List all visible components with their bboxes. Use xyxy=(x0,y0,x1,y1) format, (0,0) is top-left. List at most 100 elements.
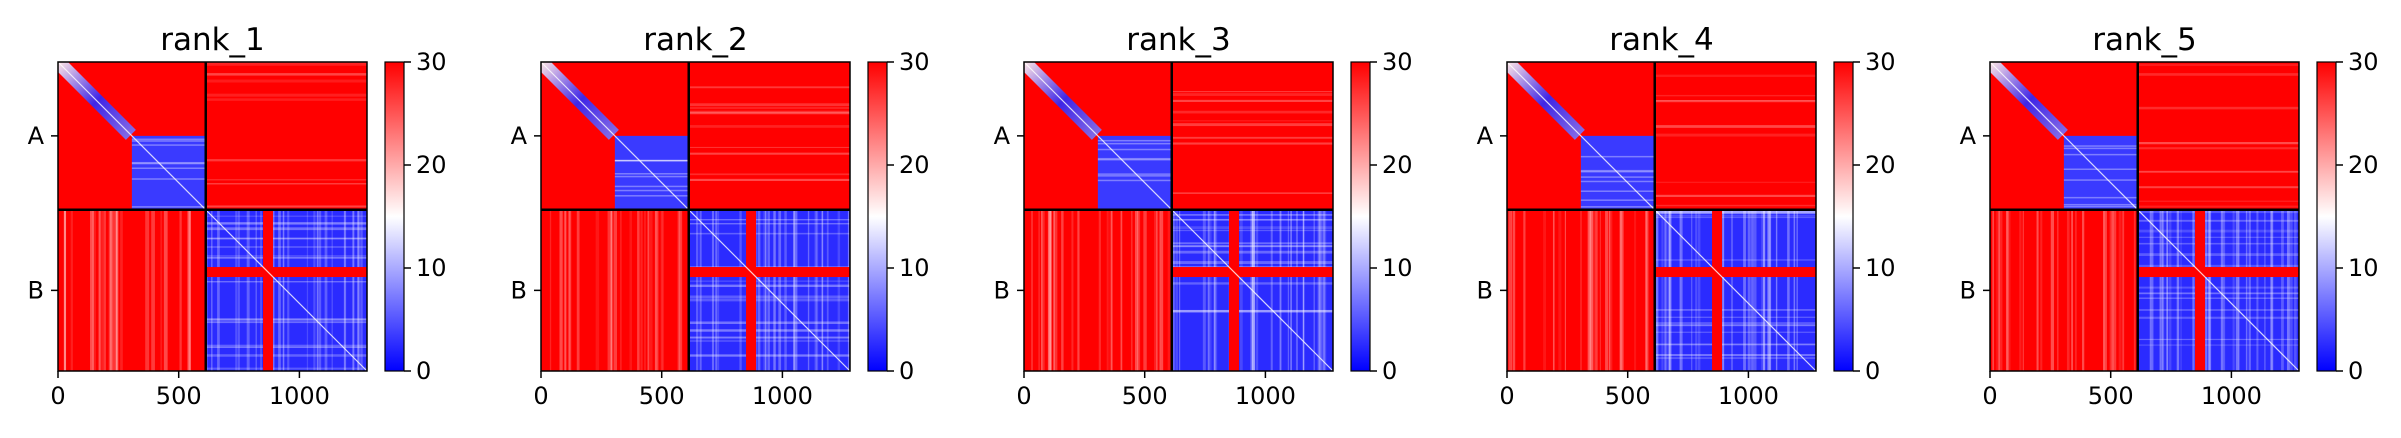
heatmap-stripe xyxy=(1041,209,1043,371)
heatmap-stripe xyxy=(688,111,850,115)
heatmap-stripe xyxy=(217,209,220,371)
heatmap-stripe xyxy=(1654,194,1816,197)
heatmap-stripe xyxy=(614,189,689,192)
chain-label: B xyxy=(28,276,44,304)
heatmap-stripe xyxy=(115,209,118,371)
heatmap-stripe xyxy=(1558,209,1562,371)
x-tick-label: 1000 xyxy=(752,382,813,410)
heatmap-stripe xyxy=(2113,209,2117,371)
heatmap-stripe xyxy=(1213,209,1216,371)
heatmap-stripe xyxy=(1654,99,1816,102)
heatmap-stripe xyxy=(205,344,367,348)
heatmap-stripe xyxy=(677,209,681,371)
x-tick-label: 500 xyxy=(1122,382,1168,410)
heatmap-stripe xyxy=(688,266,850,268)
heatmap-stripe xyxy=(357,209,360,371)
panel-title: rank_2 xyxy=(643,22,748,58)
heatmap-stripe xyxy=(1654,181,1816,184)
heatmap-stripe xyxy=(90,209,94,371)
heatmap-stripe xyxy=(1743,209,1746,371)
heatmap-stripe xyxy=(1097,179,1172,182)
heatmap-stripe xyxy=(2137,186,2299,189)
heatmap-stripe xyxy=(1599,209,1602,371)
heatmap-stripe xyxy=(1654,210,1816,214)
heatmap-stripe xyxy=(2137,344,2299,346)
heatmap-stripe xyxy=(205,73,367,76)
chain-b-feature-row xyxy=(205,267,367,278)
heatmap-stripe xyxy=(2176,209,2180,371)
heatmap-stripe xyxy=(1594,209,1596,371)
heatmap-stripe xyxy=(1654,331,1816,333)
heatmap-stripe xyxy=(1751,209,1754,371)
heatmap-stripe xyxy=(131,138,206,141)
heatmap-stripe xyxy=(255,209,257,371)
heatmap-stripe xyxy=(205,237,367,240)
heatmap-stripe xyxy=(1697,209,1701,371)
heatmap-stripe xyxy=(1511,209,1515,371)
heatmap-stripe xyxy=(2122,209,2124,371)
heatmap-stripe xyxy=(1317,209,1320,371)
heatmap-stripe xyxy=(1171,226,1333,230)
heatmap-stripe xyxy=(344,209,347,371)
heatmap-stripe xyxy=(1580,190,1655,192)
heatmap-stripe xyxy=(1767,209,1771,371)
chain-label: A xyxy=(1477,122,1494,150)
heatmap-stripe xyxy=(614,159,689,162)
heatmap-stripe xyxy=(739,209,742,371)
heatmap-stripe xyxy=(715,209,718,371)
heatmap-stripe xyxy=(352,209,355,371)
heatmap-stripe xyxy=(688,339,850,342)
heatmap-stripe xyxy=(131,206,206,208)
heatmap-stripe xyxy=(814,209,817,371)
heatmap-stripe xyxy=(1156,209,1158,371)
heatmap-stripe xyxy=(1171,218,1333,221)
heatmap-stripe xyxy=(318,209,322,371)
heatmap-stripe xyxy=(2137,286,2299,289)
x-tick-label: 0 xyxy=(1982,382,1997,410)
heatmap-stripe xyxy=(2063,205,2138,208)
heatmap-stripe xyxy=(2005,209,2009,371)
heatmap-stripe xyxy=(2137,63,2299,67)
heatmap-stripe xyxy=(1654,343,1816,346)
heatmap-stripe xyxy=(1595,209,1599,371)
heatmap-stripe xyxy=(1106,209,1109,371)
heatmap-stripe xyxy=(115,209,118,371)
heatmap-stripe xyxy=(1290,209,1292,371)
heatmap-stripe xyxy=(1171,309,1333,313)
heatmap-stripe xyxy=(2133,209,2136,371)
heatmap-stripe xyxy=(2137,200,2299,202)
heatmap-stripe xyxy=(1097,157,1172,160)
heatmap-stripe xyxy=(1580,199,1655,201)
heatmap-stripe xyxy=(2235,209,2239,371)
heatmap-stripe xyxy=(640,209,643,371)
heatmap-panel-2: rank_2 0 500 1000 A B 0 10 20 30 xyxy=(511,22,930,410)
heatmap-stripe xyxy=(1109,209,1113,371)
heatmap-stripe xyxy=(1768,209,1772,371)
heatmap-stripe xyxy=(102,209,104,371)
heatmap-stripe xyxy=(1171,250,1333,254)
heatmap-stripe xyxy=(205,179,367,181)
heatmap-stripe xyxy=(757,209,761,371)
heatmap-stripe xyxy=(1580,180,1655,183)
heatmap-stripe xyxy=(1048,209,1052,371)
heatmap-stripe xyxy=(1040,209,1045,371)
heatmap-stripe xyxy=(2137,210,2299,214)
heatmap-stripe xyxy=(647,209,650,371)
heatmap-stripe xyxy=(1313,209,1315,371)
heatmap-stripe xyxy=(711,209,715,371)
heatmap-stripe xyxy=(1654,74,1816,77)
chain-label: A xyxy=(994,122,1011,150)
heatmap-stripe xyxy=(1763,209,1765,371)
axes-frame xyxy=(1023,61,1334,372)
heatmap-stripe xyxy=(1761,209,1763,371)
heatmap-stripe xyxy=(765,209,767,371)
heatmap-stripe xyxy=(688,125,850,128)
heatmap-stripe xyxy=(205,205,367,208)
heatmap-stripe xyxy=(1120,209,1123,371)
heatmap-stripe xyxy=(1668,209,1671,371)
heatmap-stripe xyxy=(1171,310,1333,313)
heatmap-panel-3: rank_3 0 500 1000 A B 0 10 20 30 xyxy=(994,22,1413,410)
heatmap-diagonal xyxy=(1506,61,1817,372)
heatmap-stripe xyxy=(246,209,250,371)
